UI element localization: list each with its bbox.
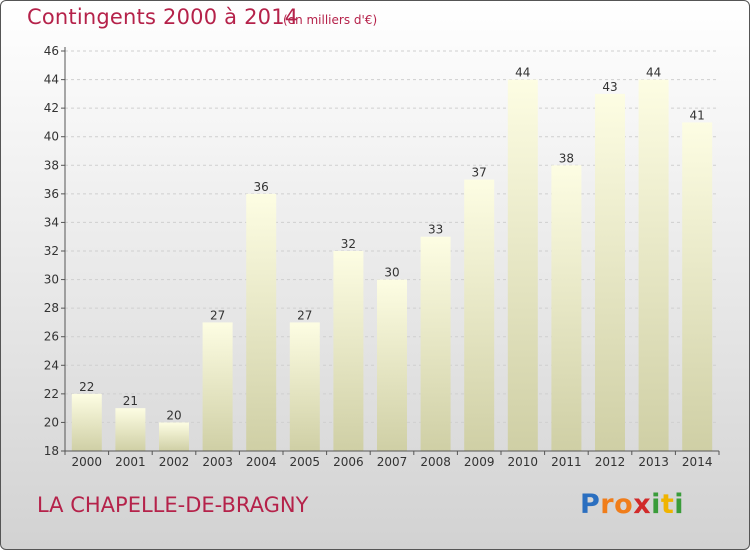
- y-tick-label: 38: [44, 158, 59, 172]
- x-axis: 2000 2001 2002 2003 2004 2005 2006 2007 2008 2009…: [64, 450, 720, 469]
- bar-value-label: 37: [472, 166, 487, 180]
- x-tick-label: 2000: [72, 455, 103, 469]
- bar-value-label: 27: [297, 308, 312, 322]
- bar-value-label: 33: [428, 223, 443, 237]
- chart-subtitle: (en milliers d'€): [283, 13, 378, 27]
- bar: [159, 422, 189, 451]
- logo-letter: r: [600, 489, 615, 520]
- bar-value-label: 32: [341, 237, 356, 251]
- x-tick-label: 2009: [464, 455, 495, 469]
- bar-value-label: 41: [690, 108, 705, 122]
- y-tick-label: 30: [44, 273, 59, 287]
- bar-value-label: 20: [166, 408, 181, 422]
- bar: [289, 322, 320, 451]
- y-tick-label: 36: [44, 187, 59, 201]
- bar: [333, 251, 364, 451]
- bar: [595, 93, 625, 451]
- logo-letter: x: [633, 489, 652, 520]
- y-tick-label: 46: [44, 44, 59, 58]
- bar-value-label: 38: [559, 151, 574, 165]
- y-tick-label: 18: [44, 444, 59, 458]
- bar-value-label: 27: [210, 308, 225, 322]
- y-tick-label: 28: [44, 301, 59, 315]
- x-tick-label: 2011: [551, 455, 582, 469]
- bar-value-label: 36: [254, 180, 269, 194]
- logo-letter: i: [674, 489, 685, 520]
- bar: [682, 122, 713, 451]
- y-tick-label: 44: [44, 73, 59, 87]
- bar-value-label: 30: [384, 266, 399, 280]
- y-tick-label: 26: [44, 330, 59, 344]
- x-tick-label: 2014: [682, 455, 713, 469]
- y-axis: 18 20 22 24 26 28 30 32 34 36 38 40 42 44 46: [44, 44, 66, 458]
- y-tick-label: 32: [44, 244, 59, 258]
- x-tick-label: 2001: [115, 455, 146, 469]
- y-tick-label: 40: [44, 130, 59, 144]
- location-name: LA CHAPELLE-DE-BRAGNY: [37, 493, 309, 517]
- bar: [71, 393, 102, 451]
- bar-value-label: 44: [515, 66, 530, 80]
- logo-letter: i: [651, 489, 661, 520]
- y-tick-label: 34: [44, 215, 59, 229]
- y-tick-label: 22: [44, 387, 59, 401]
- x-tick-label: 2012: [595, 455, 626, 469]
- bar-value-label: 44: [646, 66, 661, 80]
- y-tick-label: 20: [44, 415, 59, 429]
- y-tick-label: 24: [44, 358, 59, 372]
- bar-value-label: 43: [602, 80, 617, 94]
- logo-letter: t: [660, 489, 675, 520]
- x-tick-label: 2005: [290, 455, 321, 469]
- bar: [507, 79, 538, 452]
- bar: [246, 193, 277, 451]
- bar: [464, 179, 495, 452]
- bar: [377, 279, 407, 451]
- bar-value-label: 22: [79, 380, 94, 394]
- x-tick-label: 2002: [159, 455, 190, 469]
- bars: 22 21 20 27 36 27 32 30 33 37 44 38 43 44 41: [71, 66, 713, 452]
- bar: [551, 165, 582, 452]
- x-tick-label: 2006: [333, 455, 364, 469]
- logo-letter: P: [580, 489, 601, 520]
- x-tick-label: 2013: [638, 455, 669, 469]
- bar-value-label: 21: [123, 394, 138, 408]
- x-tick-label: 2008: [420, 455, 451, 469]
- proxiti-logo: Proxiti: [580, 489, 684, 520]
- bar: [420, 236, 451, 451]
- bar: [638, 79, 669, 452]
- y-tick-label: 42: [44, 101, 59, 115]
- x-tick-label: 2003: [202, 455, 233, 469]
- bar: [115, 408, 146, 451]
- x-tick-label: 2010: [508, 455, 539, 469]
- logo-letter: o: [614, 489, 634, 520]
- x-tick-label: 2007: [377, 455, 408, 469]
- chart-title: Contingents 2000 à 2014: [27, 5, 299, 29]
- bar: [202, 322, 233, 451]
- x-tick-label: 2004: [246, 455, 277, 469]
